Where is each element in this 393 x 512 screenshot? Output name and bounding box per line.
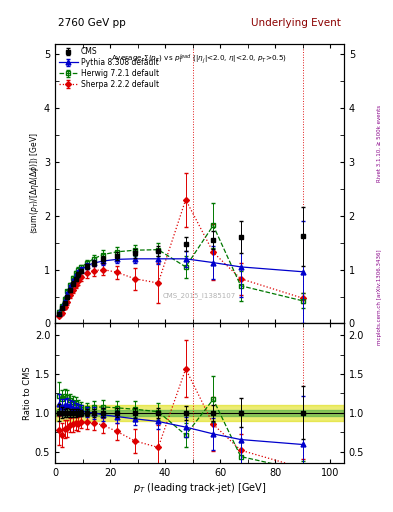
Text: Underlying Event: Underlying Event [251,18,341,28]
Text: Rivet 3.1.10, ≥ 500k events: Rivet 3.1.10, ≥ 500k events [377,105,382,182]
Text: 2760 GeV pp: 2760 GeV pp [58,18,126,28]
Bar [55,410,344,416]
Legend: CMS, Pythia 8.308 default, Herwig 7.2.1 default, Sherpa 2.2.2 default: CMS, Pythia 8.308 default, Herwig 7.2.1 … [57,46,161,91]
Text: CMS_2015_I1385107: CMS_2015_I1385107 [163,292,236,299]
Y-axis label: $\langle$sum$(p_T)/[\Delta\eta\Delta(\Delta\phi)]\rangle$ [GeV]: $\langle$sum$(p_T)/[\Delta\eta\Delta(\De… [28,133,41,234]
X-axis label: $p_T$ (leading track-jet) [GeV]: $p_T$ (leading track-jet) [GeV] [133,481,266,495]
Text: Average $\Sigma(p_T)$ vs $p_T^{lead}$ ($|\eta_j|$<2.0, $\eta|$<2.0, $p_T$>0.5): Average $\Sigma(p_T)$ vs $p_T^{lead}$ ($… [112,52,287,66]
Text: mcplots.cern.ch [arXiv:1306.3436]: mcplots.cern.ch [arXiv:1306.3436] [377,249,382,345]
Y-axis label: Ratio to CMS: Ratio to CMS [23,367,32,420]
Bar [55,405,344,420]
